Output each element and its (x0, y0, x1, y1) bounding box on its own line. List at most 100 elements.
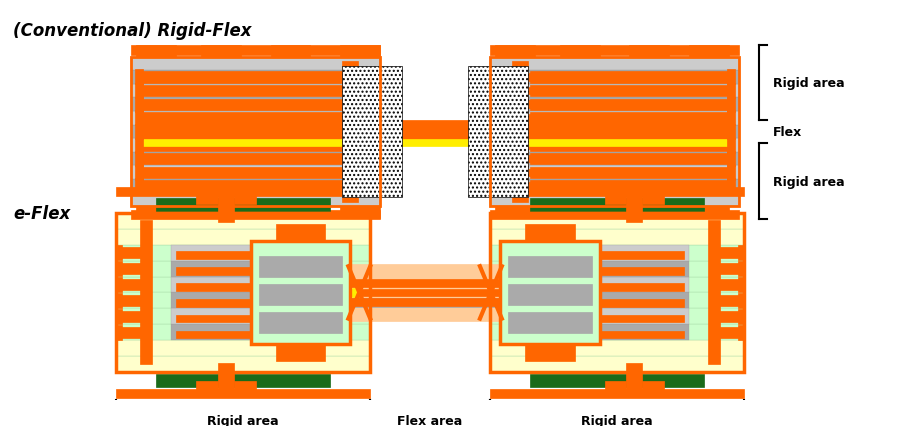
Bar (530, 113, 734, 124)
Bar (258, 284, 342, 305)
Bar (530, 199, 704, 211)
Bar (738, 325, 744, 340)
Bar (171, 293, 350, 308)
Bar (136, 167, 346, 178)
Bar (131, 112, 380, 125)
Bar (689, 207, 729, 218)
Bar (490, 340, 744, 356)
Bar (370, 142, 380, 150)
Bar (116, 261, 370, 277)
Bar (118, 311, 144, 322)
Bar (346, 265, 505, 321)
Bar (271, 207, 310, 218)
Bar (370, 183, 380, 190)
Bar (530, 181, 734, 192)
Bar (176, 268, 346, 275)
Bar (131, 98, 380, 112)
Bar (490, 166, 739, 180)
Bar (500, 74, 660, 81)
Bar (718, 295, 742, 306)
Bar (131, 46, 380, 55)
Bar (116, 340, 370, 356)
Bar (509, 325, 689, 340)
Bar (500, 115, 660, 122)
Bar (727, 152, 735, 167)
Bar (116, 187, 370, 196)
Bar (218, 195, 234, 223)
Bar (176, 283, 346, 291)
Bar (629, 207, 670, 218)
Bar (118, 279, 144, 291)
Bar (525, 344, 574, 361)
Bar (643, 381, 664, 393)
Bar (500, 142, 660, 150)
Bar (350, 289, 500, 296)
Bar (171, 325, 350, 340)
Bar (574, 183, 729, 190)
Bar (490, 389, 744, 398)
Bar (370, 74, 380, 81)
Bar (352, 298, 498, 308)
Bar (135, 165, 143, 180)
Bar (530, 86, 734, 97)
Bar (490, 213, 744, 229)
Bar (738, 245, 744, 261)
Bar (218, 363, 234, 391)
Bar (350, 279, 500, 287)
Bar (490, 139, 739, 153)
Bar (352, 288, 360, 297)
Text: Flex: Flex (773, 126, 802, 138)
Bar (116, 229, 370, 245)
Bar (718, 311, 742, 322)
Bar (512, 62, 527, 202)
Bar (574, 142, 729, 150)
Bar (490, 325, 744, 340)
Bar (370, 155, 380, 163)
Bar (370, 101, 380, 109)
Bar (490, 153, 739, 166)
Bar (490, 261, 744, 277)
Bar (136, 154, 346, 165)
Bar (156, 374, 330, 387)
Bar (530, 72, 734, 83)
Bar (738, 262, 744, 276)
Bar (515, 315, 684, 322)
Bar (370, 128, 380, 136)
Bar (490, 293, 744, 308)
Bar (574, 88, 729, 95)
Bar (116, 245, 122, 261)
Bar (490, 210, 739, 220)
Bar (171, 261, 350, 277)
Bar (171, 277, 350, 293)
Bar (116, 325, 370, 340)
Bar (574, 74, 729, 81)
Bar (490, 58, 739, 71)
Text: Flex area: Flex area (398, 414, 463, 426)
Bar (116, 293, 370, 308)
Bar (136, 121, 734, 141)
Bar (118, 327, 144, 338)
Bar (574, 155, 729, 163)
Bar (490, 229, 744, 245)
Bar (490, 213, 744, 372)
Bar (136, 101, 295, 109)
Bar (201, 207, 240, 218)
Bar (495, 46, 535, 58)
Bar (196, 381, 218, 393)
Bar (490, 98, 739, 112)
Bar (135, 111, 143, 126)
Bar (131, 139, 380, 153)
Bar (176, 331, 346, 339)
Bar (509, 277, 689, 293)
Bar (515, 268, 684, 275)
Bar (118, 263, 144, 274)
Bar (370, 88, 380, 95)
Bar (258, 256, 342, 277)
Bar (490, 356, 744, 372)
Bar (131, 210, 380, 220)
Bar (370, 115, 380, 122)
Bar (116, 325, 122, 340)
Bar (258, 312, 342, 333)
Bar (135, 98, 143, 112)
Bar (131, 180, 380, 193)
